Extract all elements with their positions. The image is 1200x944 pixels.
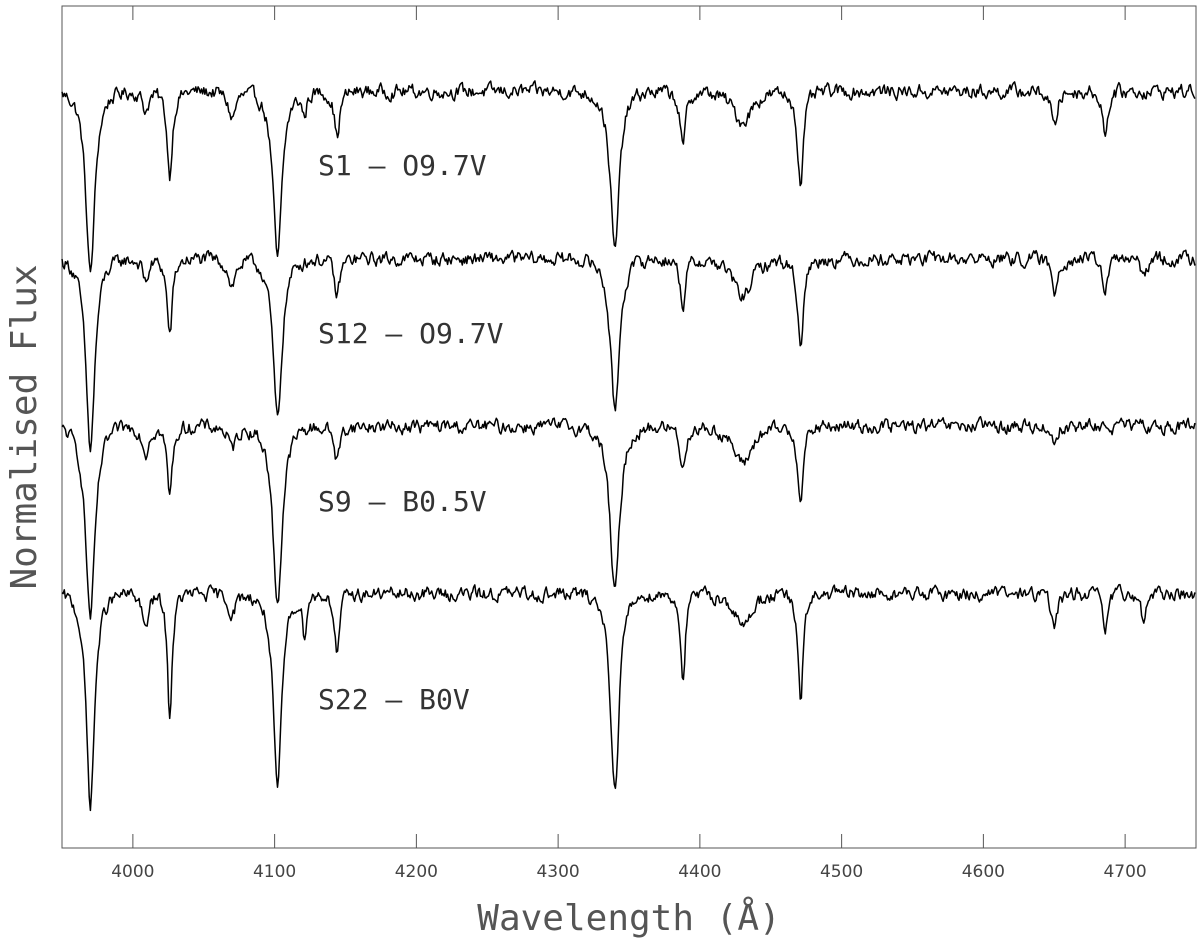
y-axis-label: Normalised Flux <box>4 264 45 589</box>
tick-label-4400: 4400 <box>678 862 721 882</box>
spectrum-label-3: S9 – B0.5V <box>318 485 487 518</box>
spectrum-line-3 <box>61 415 1196 620</box>
spectrum-label-2: S12 – O9.7V <box>318 317 504 350</box>
tick-label-4200: 4200 <box>395 862 438 882</box>
spectra-lines <box>61 80 1196 812</box>
spectrum-label-4: S22 – B0V <box>318 683 470 716</box>
spectrum-line-2 <box>61 249 1196 453</box>
tick-label-4100: 4100 <box>253 862 296 882</box>
tick-label-4500: 4500 <box>820 862 863 882</box>
tick-label-4700: 4700 <box>1103 862 1146 882</box>
x-ticks <box>132 6 1126 848</box>
spectrum-labels: S1 – O9.7V S12 – O9.7V S9 – B0.5V S22 – B0V <box>318 149 504 716</box>
spectrum-label-1: S1 – O9.7V <box>318 149 487 182</box>
spectrum-line-4 <box>61 583 1196 812</box>
x-tick-labels: 4000 4100 4200 4300 4400 4500 4600 4700 <box>111 862 1147 882</box>
tick-label-4600: 4600 <box>962 862 1005 882</box>
spectrum-line-1 <box>61 80 1196 273</box>
plot-frame <box>61 5 1197 849</box>
x-axis-label: Wavelength (Å) <box>477 896 780 939</box>
tick-label-4300: 4300 <box>536 862 579 882</box>
tick-label-4000: 4000 <box>111 862 154 882</box>
